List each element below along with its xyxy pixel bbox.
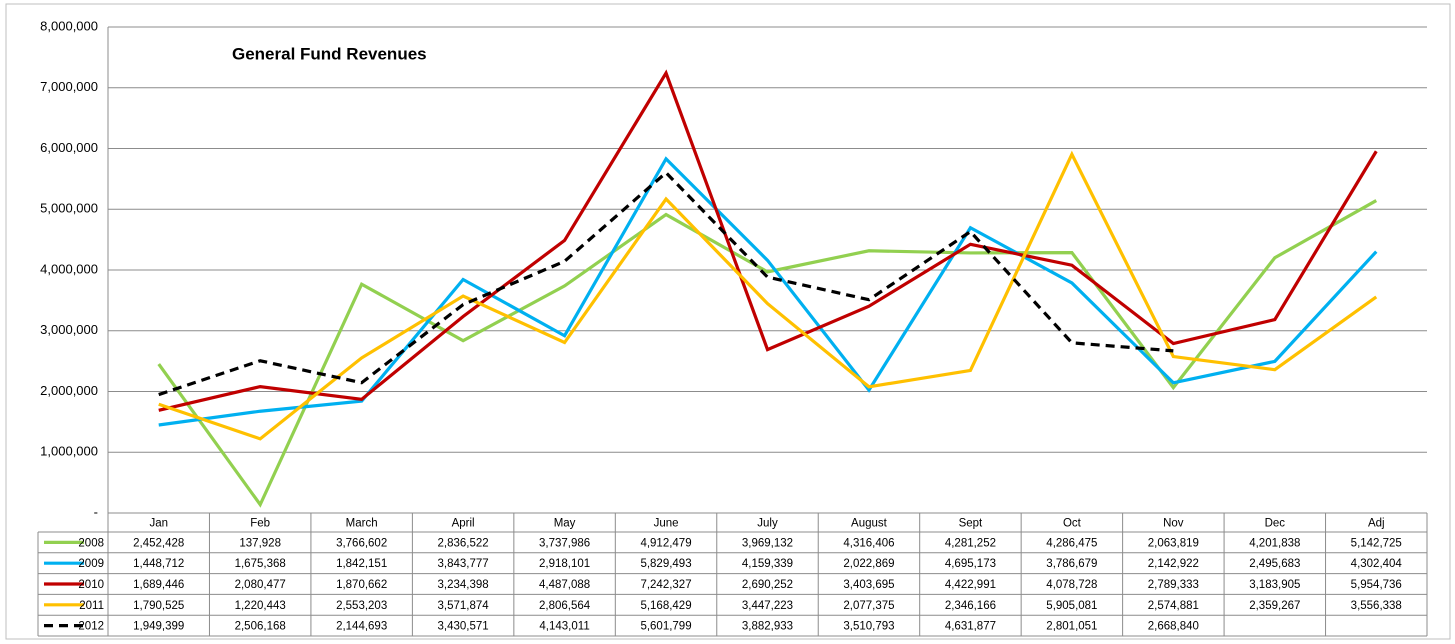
table-cell: 4,302,404 [1351, 558, 1403, 570]
table-cell: 2,801,051 [1046, 621, 1097, 633]
table-cell: 2,144,693 [336, 621, 387, 633]
table-cell: 2,359,267 [1249, 600, 1300, 612]
table-cell: 2,142,922 [1148, 558, 1199, 570]
table-cell: 3,183,905 [1249, 579, 1300, 591]
table-cell: 2,668,840 [1148, 621, 1199, 633]
table-cell: 5,905,081 [1046, 600, 1097, 612]
table-cell: 2,553,203 [336, 600, 387, 612]
table-cell: 5,168,429 [640, 600, 691, 612]
table-cell: 5,954,736 [1351, 579, 1402, 591]
table-cell: 2,063,819 [1148, 537, 1199, 549]
table-cell: 3,430,571 [438, 621, 489, 633]
series-line [158, 170, 1174, 397]
table-cell: 137,928 [239, 537, 281, 549]
chart-border [5, 3, 1451, 640]
x-tick-label: May [554, 518, 576, 530]
table-cell: 3,571,874 [438, 600, 490, 612]
table-cell: 5,601,799 [640, 621, 691, 633]
x-tick-label: Feb [250, 518, 270, 530]
table-cell: 3,969,132 [742, 537, 793, 549]
table-cell: 2,495,683 [1249, 558, 1300, 570]
table-cell: 3,786,679 [1046, 558, 1097, 570]
table-cell: 4,201,838 [1249, 537, 1300, 549]
table-cell: 3,882,933 [742, 621, 793, 633]
x-tick-label: Jan [149, 518, 168, 530]
table-cell: 1,689,446 [133, 579, 184, 591]
table-cell: 2,836,522 [438, 537, 489, 549]
table-cell: 2,022,869 [843, 558, 894, 570]
table-cell: 1,675,368 [235, 558, 286, 570]
y-tick-label: 5,000,000 [40, 201, 98, 216]
table-cell: 4,912,479 [640, 537, 691, 549]
table-cell: 2,574,881 [1148, 600, 1199, 612]
table-cell: 2,077,375 [843, 600, 894, 612]
y-tick-label: 6,000,000 [40, 140, 98, 155]
y-tick-label: 7,000,000 [40, 79, 98, 94]
y-tick-label: - [94, 504, 98, 519]
chart-title: General Fund Revenues [232, 44, 427, 63]
x-tick-label: June [654, 518, 679, 530]
table-cell: 4,487,088 [539, 579, 590, 591]
y-tick-label: 8,000,000 [40, 18, 98, 33]
table-cell: 4,281,252 [945, 537, 996, 549]
y-tick-label: 4,000,000 [40, 261, 98, 276]
y-tick-label: 1,000,000 [40, 444, 98, 459]
table-cell: 5,829,493 [640, 558, 691, 570]
series-line [157, 199, 1378, 508]
table-cell: 7,242,327 [640, 579, 691, 591]
x-tick-label: Dec [1265, 518, 1286, 530]
table-cell: 1,220,443 [235, 600, 286, 612]
x-tick-label: April [452, 518, 475, 530]
x-tick-label: March [346, 518, 378, 530]
y-tick-label: 2,000,000 [40, 383, 98, 398]
table-cell: 4,422,991 [945, 579, 996, 591]
series-line [158, 69, 1378, 412]
table-cell: 2,452,428 [133, 537, 184, 549]
table-cell: 2,918,101 [539, 558, 590, 570]
table-cell: 4,078,728 [1046, 579, 1097, 591]
table-cell: 1,870,662 [336, 579, 387, 591]
legend-label: 2009 [78, 558, 104, 570]
table-cell: 2,789,333 [1148, 579, 1199, 591]
table-cell: 4,316,406 [843, 537, 894, 549]
y-tick-label: 3,000,000 [40, 322, 98, 337]
table-cell: 2,080,477 [235, 579, 286, 591]
table-cell: 3,556,338 [1351, 600, 1402, 612]
table-cell: 2,506,168 [235, 621, 286, 633]
table-cell: 4,286,475 [1046, 537, 1097, 549]
table-cell: 4,143,011 [539, 621, 589, 633]
table-cell: 5,142,725 [1351, 537, 1402, 549]
table-cell: 2,346,166 [945, 600, 996, 612]
legend-label: 2012 [78, 621, 104, 633]
table-cell: 1,790,525 [133, 600, 184, 612]
legend-label: 2008 [78, 537, 104, 549]
table-cell: 3,843,777 [438, 558, 489, 570]
table-cell: 3,447,223 [742, 600, 793, 612]
table-cell: 3,766,602 [336, 537, 387, 549]
table-cell: 3,403,695 [843, 579, 894, 591]
x-tick-label: August [851, 518, 888, 530]
table-cell: 4,695,173 [945, 558, 996, 570]
table-cell: 3,737,986 [539, 537, 590, 549]
x-tick-label: July [757, 518, 778, 530]
series-line [158, 156, 1378, 427]
series-line [158, 150, 1378, 441]
table-cell: 2,806,564 [539, 600, 591, 612]
x-tick-label: Adj [1368, 518, 1385, 530]
x-tick-label: Nov [1163, 518, 1184, 530]
x-tick-label: Oct [1063, 518, 1082, 530]
table-cell: 1,448,712 [133, 558, 184, 570]
table-cell: 1,949,399 [133, 621, 184, 633]
x-tick-label: Sept [959, 518, 983, 530]
table-cell: 3,510,793 [843, 621, 894, 633]
legend-label: 2011 [79, 600, 104, 612]
table-cell: 4,631,877 [945, 621, 996, 633]
table-cell: 1,842,151 [336, 558, 387, 570]
legend-label: 2010 [78, 579, 104, 591]
table-cell: 2,690,252 [742, 579, 793, 591]
table-cell: 3,234,398 [438, 579, 489, 591]
table-cell: 4,159,339 [742, 558, 793, 570]
